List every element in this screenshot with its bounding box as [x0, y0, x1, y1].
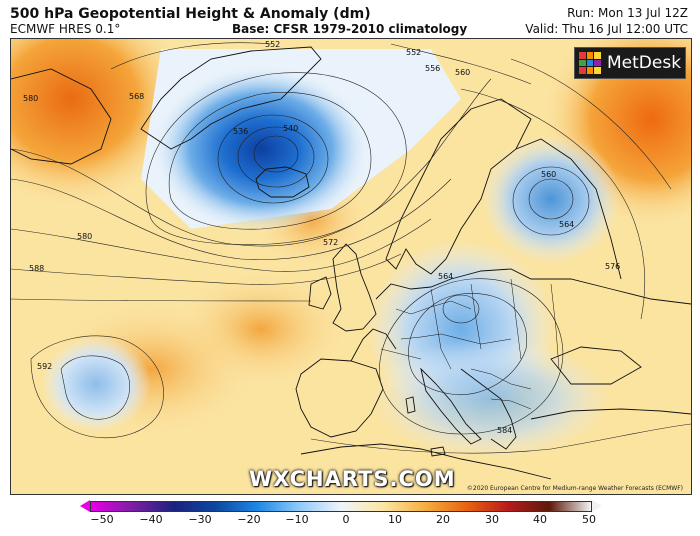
run-label: Run: Mon 13 Jul 12Z [567, 6, 688, 20]
colorbar-right-arrow [592, 500, 602, 512]
contour-label: 576 [605, 262, 620, 271]
contour-label: 572 [323, 238, 338, 247]
contour-label: 580 [77, 232, 92, 241]
metdesk-logo: MetDesk [574, 47, 686, 79]
contour-labels: 552 552 556 560 568 580 536 540 560 564 … [23, 40, 620, 435]
map-panel[interactable]: 552 552 556 560 568 580 536 540 560 564 … [10, 38, 692, 495]
colorbar-tick: 50 [582, 513, 596, 526]
colorbar-tick: 20 [436, 513, 450, 526]
wxcharts-watermark: WXCHARTS.COM [249, 467, 456, 491]
map-svg: 552 552 556 560 568 580 536 540 560 564 … [11, 39, 691, 494]
contour-label: 552 [406, 48, 421, 57]
colorbar: −50 −40 −30 −20 −10 0 10 20 30 40 50 [0, 496, 700, 536]
colorbar-tick: 0 [342, 513, 350, 526]
header: 500 hPa Geopotential Height & Anomaly (d… [0, 0, 700, 38]
copyright-text: ©2020 European Centre for Medium-range W… [466, 485, 683, 492]
chart-title: 500 hPa Geopotential Height & Anomaly (d… [10, 6, 371, 22]
contour-label: 560 [541, 170, 556, 179]
colorbar-tick: −40 [139, 513, 163, 526]
metdesk-logo-icon [579, 52, 601, 74]
colorbar-gradient [90, 501, 592, 512]
contour-label: 592 [37, 362, 52, 371]
contour-label: 568 [129, 92, 144, 101]
base-label: Base: CFSR 1979-2010 climatology [232, 22, 468, 36]
colorbar-tick: −10 [285, 513, 309, 526]
contour-label: 564 [438, 272, 453, 281]
colorbar-tick: −20 [237, 513, 261, 526]
contour-label: 540 [283, 124, 298, 133]
contour-label: 564 [559, 220, 574, 229]
model-label: ECMWF HRES 0.1° [10, 22, 121, 36]
contour-label: 584 [497, 426, 512, 435]
contour-label: 536 [233, 127, 248, 136]
contour-label: 552 [265, 40, 280, 49]
colorbar-tick: −30 [188, 513, 212, 526]
colorbar-tick: −50 [90, 513, 114, 526]
valid-label: Valid: Thu 16 Jul 12:00 UTC [525, 22, 688, 36]
colorbar-tick: 10 [388, 513, 402, 526]
colorbar-tick: 30 [485, 513, 499, 526]
contour-label: 560 [455, 68, 470, 77]
contour-label: 588 [29, 264, 44, 273]
contour-label: 556 [425, 64, 440, 73]
colorbar-tick: 40 [533, 513, 547, 526]
colorbar-left-arrow [80, 500, 90, 512]
metdesk-logo-text: MetDesk [607, 53, 682, 73]
contour-label: 580 [23, 94, 38, 103]
